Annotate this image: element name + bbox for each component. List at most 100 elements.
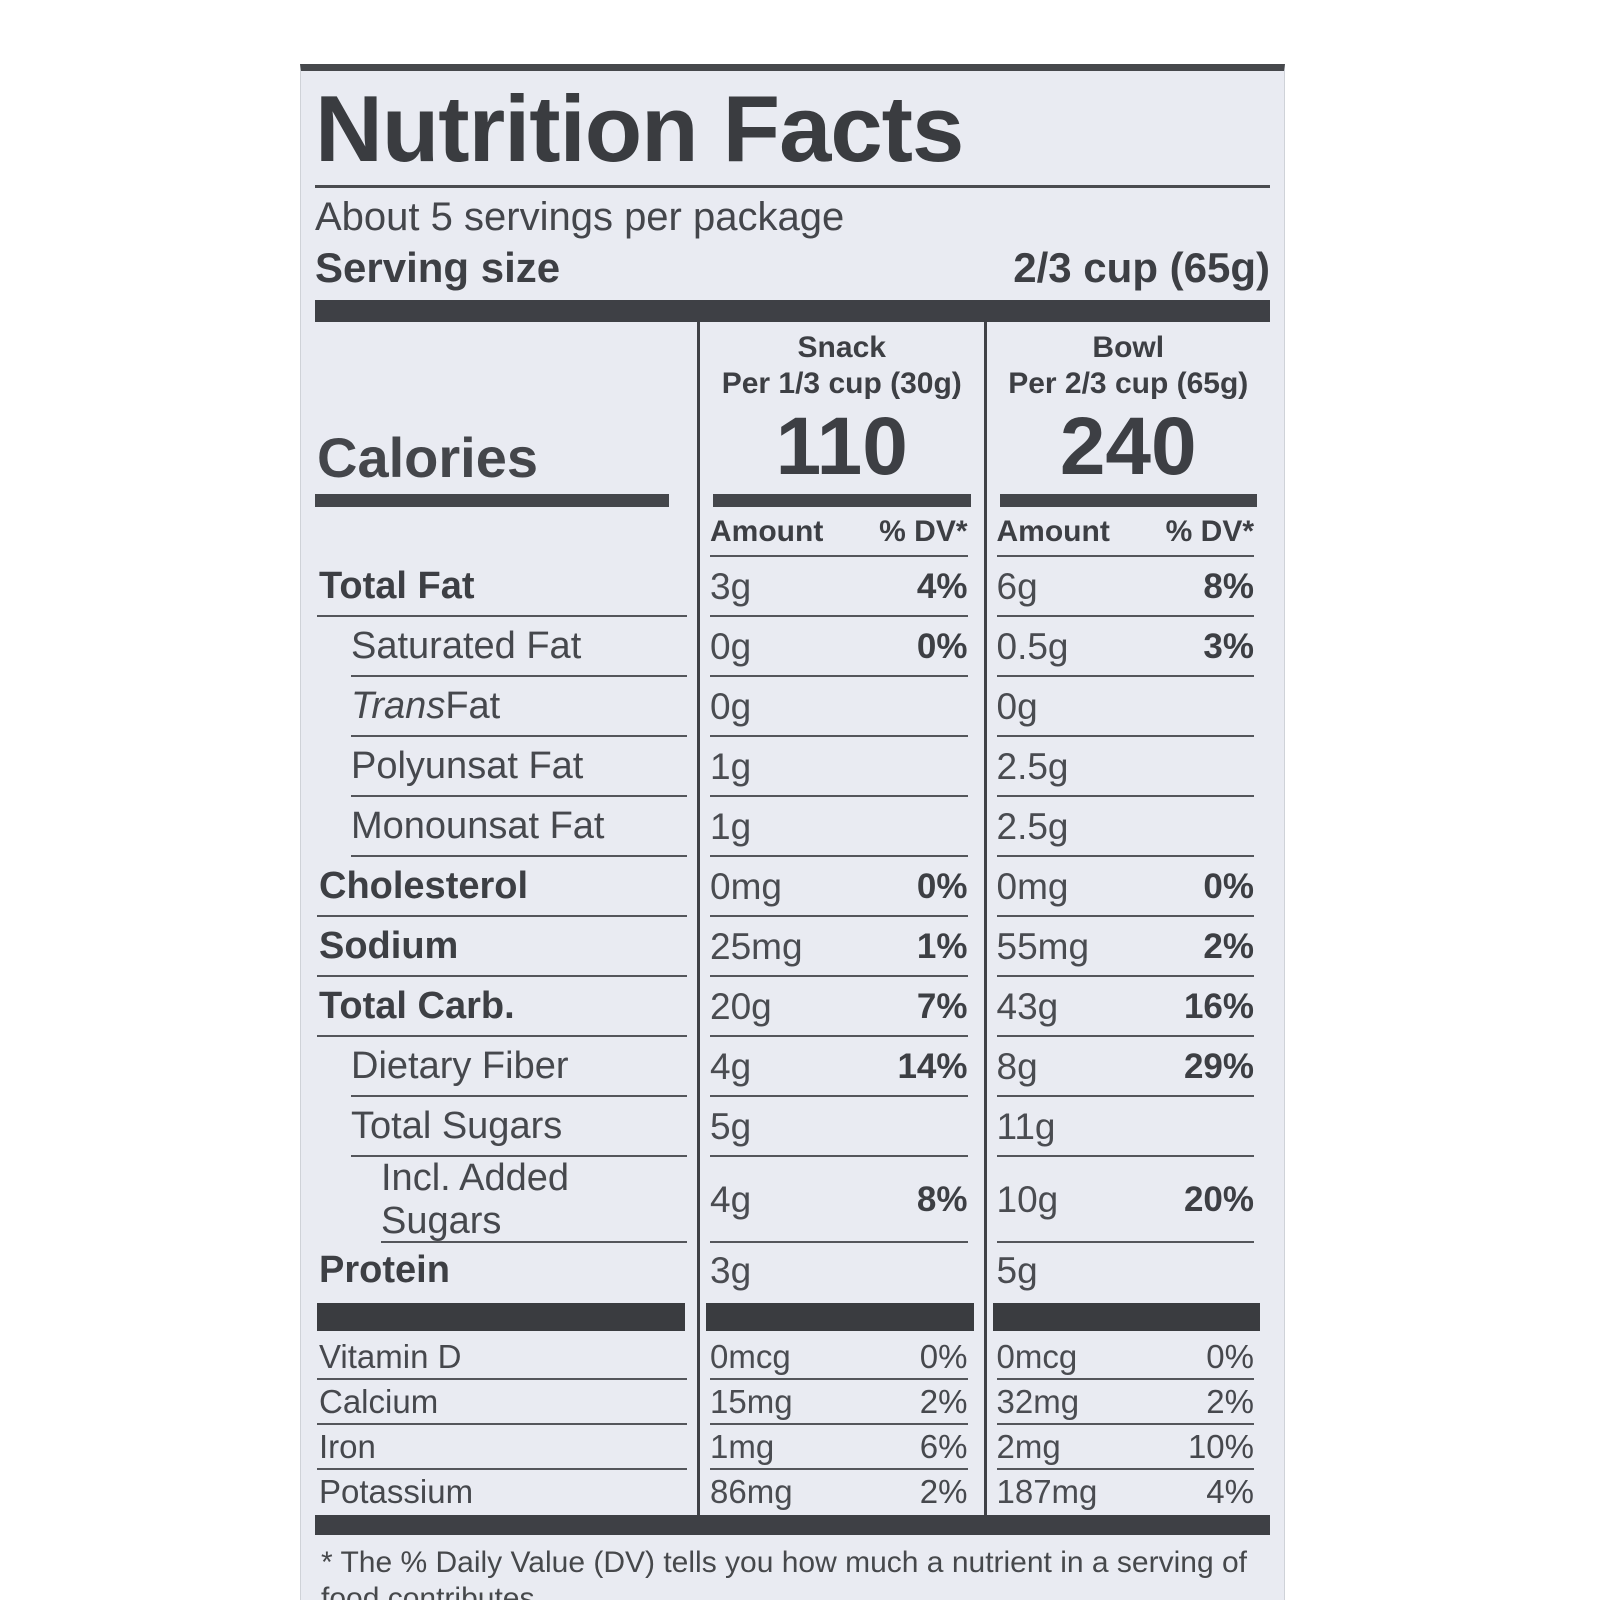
label-title: Nutrition Facts	[315, 76, 964, 181]
bowl-cell-protein: 5g	[983, 1242, 1271, 1299]
dv-value: 2%	[919, 1383, 968, 1421]
amount-header-snack: Amount	[710, 514, 824, 548]
bowl-cell-iron: 2mg 10%	[983, 1424, 1271, 1470]
nutrient-name-cholesterol: Cholesterol	[315, 857, 697, 917]
dv-value: 6%	[919, 1428, 968, 1466]
vitamin-name-potassium: Potassium	[319, 1473, 474, 1511]
amount-dv-header-bowl: Amount % DV*	[983, 506, 1271, 557]
amount-value: 10g	[996, 1178, 1059, 1220]
column-per-bowl: Per 2/3 cup (65g)	[1008, 366, 1249, 400]
vitamin-name-vitamin-d: Vitamin D	[315, 1335, 697, 1380]
snack-cell-sodium: 25mg 1%	[697, 916, 984, 977]
amount-value: 0mcg	[996, 1338, 1078, 1376]
nutrient-name-protein: Protein	[319, 1249, 450, 1292]
dv-value: 4%	[916, 566, 968, 606]
amount-header-bowl: Amount	[996, 514, 1110, 548]
amount-value: 0mg	[710, 865, 782, 907]
amount-value: 1mg	[710, 1428, 775, 1466]
snack-cell-cholesterol: 0mg 0%	[697, 856, 984, 917]
dv-value: 0%	[919, 1338, 968, 1376]
nutrient-name-sodium: Sodium	[315, 917, 697, 977]
dv-header-snack: % DV*	[879, 514, 968, 548]
dv-value: 16%	[1183, 986, 1254, 1026]
amount-value: 0mg	[996, 865, 1069, 907]
amount-value: 15mg	[710, 1383, 793, 1421]
spacer-cell	[315, 507, 697, 557]
dv-value: 7%	[916, 986, 968, 1026]
snack-cell-total-fat: 3g 4%	[697, 556, 984, 617]
separator-bar-segment	[317, 1302, 685, 1331]
nutrient-name-polyunsat-fat: Polyunsat Fat	[315, 737, 697, 797]
amount-value: 3g	[710, 565, 752, 607]
column-name-snack: Snack	[797, 330, 886, 364]
nutrient-name-total-carb: Total Carb.	[315, 977, 697, 1037]
nutrient-name-dietary-fiber: Dietary Fiber	[315, 1037, 697, 1097]
dv-header-bowl: % DV*	[1165, 514, 1254, 548]
amount-value: 0.5g	[996, 625, 1069, 667]
vitamin-name-calcium: Calcium	[315, 1380, 697, 1425]
nutrition-facts-label: Nutrition Facts About 5 servings per pac…	[300, 64, 1285, 1600]
bowl-cell-polyunsat-fat: 2.5g	[983, 736, 1271, 797]
dv-value: 3%	[1203, 626, 1254, 666]
dv-value: 29%	[1183, 1046, 1254, 1086]
dv-value: 8%	[1203, 566, 1254, 606]
snack-cell-calcium: 15mg 2%	[697, 1379, 984, 1425]
trans-italic: Trans	[351, 685, 446, 728]
dv-value: 14%	[897, 1046, 968, 1086]
calories-cell: Calories	[315, 408, 697, 507]
snack-cell-monounsat-fat: 1g	[697, 796, 984, 857]
footnote-line1: * The % Daily Value (DV) tells you how m…	[321, 1545, 1247, 1600]
amount-value: 3g	[710, 1249, 752, 1291]
amount-value: 2.5g	[996, 805, 1069, 847]
snack-cell-vitamin-d: 0mcg 0%	[697, 1334, 984, 1380]
column-per-snack: Per 1/3 cup (30g)	[721, 366, 962, 400]
amount-value: 20g	[710, 985, 772, 1027]
amount-value: 0g	[710, 685, 752, 727]
serving-size-label: Serving size	[315, 243, 561, 291]
separator-bar-segment	[992, 1302, 1260, 1331]
title-rule	[315, 184, 1270, 188]
calories-value-bowl-cell: 240	[983, 400, 1271, 507]
separator-bar-top	[315, 299, 1270, 322]
nutrient-name-added-sugars: Incl. Added Sugars	[315, 1157, 697, 1243]
bowl-cell-dietary-fiber: 8g 29%	[983, 1036, 1271, 1097]
dv-value: 10%	[1187, 1428, 1254, 1466]
dv-value: 2%	[919, 1473, 968, 1511]
snack-cell-iron: 1mg 6%	[697, 1424, 984, 1470]
separator-bar-segment	[706, 1302, 974, 1331]
calories-value-bowl: 240	[1059, 400, 1197, 492]
amount-value: 2.5g	[996, 745, 1069, 787]
serving-size-value: 2/3 cup (65g)	[1013, 243, 1270, 291]
calories-underline-bar-bowl	[999, 493, 1257, 507]
column-header-bowl: Bowl Per 2/3 cup (65g)	[983, 321, 1271, 408]
amount-value: 5g	[710, 1105, 752, 1147]
protein-separator-bar-bowl	[983, 1298, 1271, 1335]
bowl-cell-monounsat-fat: 2.5g	[983, 796, 1271, 857]
dv-value: 0%	[1206, 1338, 1254, 1376]
dv-value: 1%	[916, 926, 968, 966]
amount-value: 55mg	[996, 925, 1090, 967]
snack-cell-saturated-fat: 0g 0%	[697, 616, 984, 677]
calories-value-snack-cell: 110	[697, 405, 984, 507]
bowl-cell-vitamin-d: 0mcg 0%	[983, 1334, 1271, 1380]
protein-separator-bar-left	[315, 1299, 697, 1335]
amount-value: 86mg	[710, 1473, 793, 1511]
amount-value: 11g	[996, 1105, 1056, 1147]
dv-value: 2%	[1206, 1383, 1254, 1421]
serving-size-row: Serving size 2/3 cup (65g)	[315, 244, 1270, 292]
column-header-snack: Snack Per 1/3 cup (30g)	[697, 321, 984, 408]
calories-underline-bar-snack	[713, 493, 971, 507]
column-name-bowl: Bowl	[1092, 330, 1165, 364]
bowl-cell-potassium: 187mg 4%	[983, 1469, 1271, 1515]
amount-value: 1g	[710, 745, 752, 787]
dv-value: 0%	[916, 866, 968, 906]
amount-value: 187mg	[996, 1473, 1098, 1511]
snack-cell-total-carb: 20g 7%	[697, 976, 984, 1037]
bowl-cell-trans-fat: 0g	[983, 676, 1271, 737]
servings-per-package: About 5 servings per package	[315, 194, 845, 239]
nutrient-name-total-fat: Total Fat	[315, 557, 697, 617]
amount-value: 1g	[710, 805, 752, 847]
amount-value: 0mcg	[710, 1338, 791, 1376]
bowl-cell-cholesterol: 0mg 0%	[983, 856, 1271, 917]
separator-bar-bottom	[315, 1514, 1270, 1535]
